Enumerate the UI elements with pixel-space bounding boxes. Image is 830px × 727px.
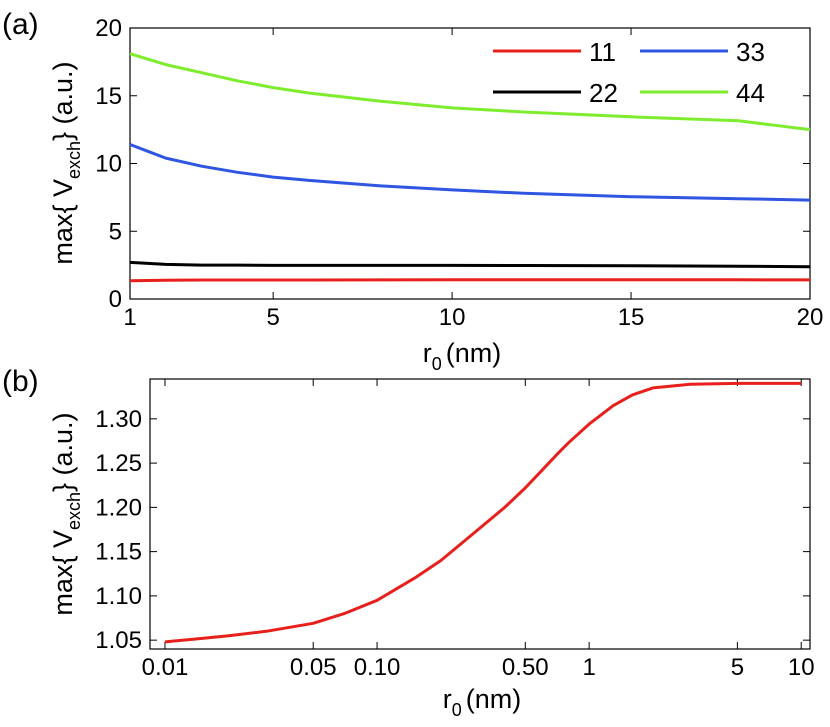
panel-b-ticks: 0.01 0.05 0.10 0.50 1 5 10 1.05 1.10 1.15 1.20 1.25… bbox=[95, 379, 815, 681]
panel-b-label: (b) bbox=[2, 365, 39, 398]
x-tick-label: 0.05 bbox=[290, 654, 337, 681]
series-line-11 bbox=[164, 381, 802, 644]
x-tick-label: 10 bbox=[439, 304, 466, 331]
x-tick-label: 1 bbox=[123, 304, 136, 331]
x-tick-label: 0.01 bbox=[142, 654, 189, 681]
y-tick-label: 1.20 bbox=[95, 494, 142, 521]
legend-label-22: 22 bbox=[589, 78, 618, 108]
x-tick-label: 20 bbox=[797, 304, 824, 331]
y-tick-label: 1.25 bbox=[95, 450, 142, 477]
x-tick-label: 5 bbox=[731, 654, 744, 681]
panel-b-xlabel: r0 (nm) bbox=[443, 684, 522, 720]
panel-a-xlabel: r0 (nm) bbox=[423, 338, 502, 374]
y-tick-label: 1.30 bbox=[95, 406, 142, 433]
panel-b-ylabel: max{ Vexch} (a.u.) bbox=[48, 412, 84, 615]
panel-b: (b) 0.01 0.05 0.10 0.50 1 5 10 1.05 1.10 1.15 1.20… bbox=[2, 365, 815, 720]
legend-label-33: 33 bbox=[736, 37, 765, 67]
y-tick-label: 15 bbox=[95, 83, 122, 110]
panel-b-series bbox=[164, 381, 802, 644]
y-tick-label: 5 bbox=[109, 218, 122, 245]
series-line-33 bbox=[129, 143, 811, 202]
series-line-44 bbox=[129, 52, 811, 132]
x-tick-label: 0.10 bbox=[354, 654, 401, 681]
panel-a-label: (a) bbox=[2, 8, 39, 41]
legend-label-11: 11 bbox=[589, 37, 616, 67]
x-tick-label: 10 bbox=[788, 654, 815, 681]
y-tick-label: 20 bbox=[95, 15, 122, 42]
y-tick-label: 1.15 bbox=[95, 539, 142, 566]
y-tick-label: 10 bbox=[95, 151, 122, 178]
x-tick-label: 15 bbox=[618, 304, 645, 331]
panel-a-legend: 11 22 33 44 bbox=[493, 37, 765, 108]
panel-a-frame bbox=[129, 27, 811, 300]
panel-a-series bbox=[129, 52, 811, 283]
series-line-22 bbox=[129, 260, 811, 269]
series-line-11 bbox=[129, 278, 811, 283]
legend-label-44: 44 bbox=[736, 78, 765, 108]
x-tick-label: 1 bbox=[582, 654, 595, 681]
y-tick-label: 1.10 bbox=[95, 583, 142, 610]
panel-b-frame bbox=[149, 378, 811, 650]
x-tick-label: 5 bbox=[266, 304, 279, 331]
panel-a-ylabel: max{ Vexch} (a.u.) bbox=[48, 61, 84, 264]
x-tick-label: 0.50 bbox=[502, 654, 549, 681]
y-tick-label: 1.05 bbox=[95, 627, 142, 654]
y-tick-label: 0 bbox=[109, 286, 122, 313]
